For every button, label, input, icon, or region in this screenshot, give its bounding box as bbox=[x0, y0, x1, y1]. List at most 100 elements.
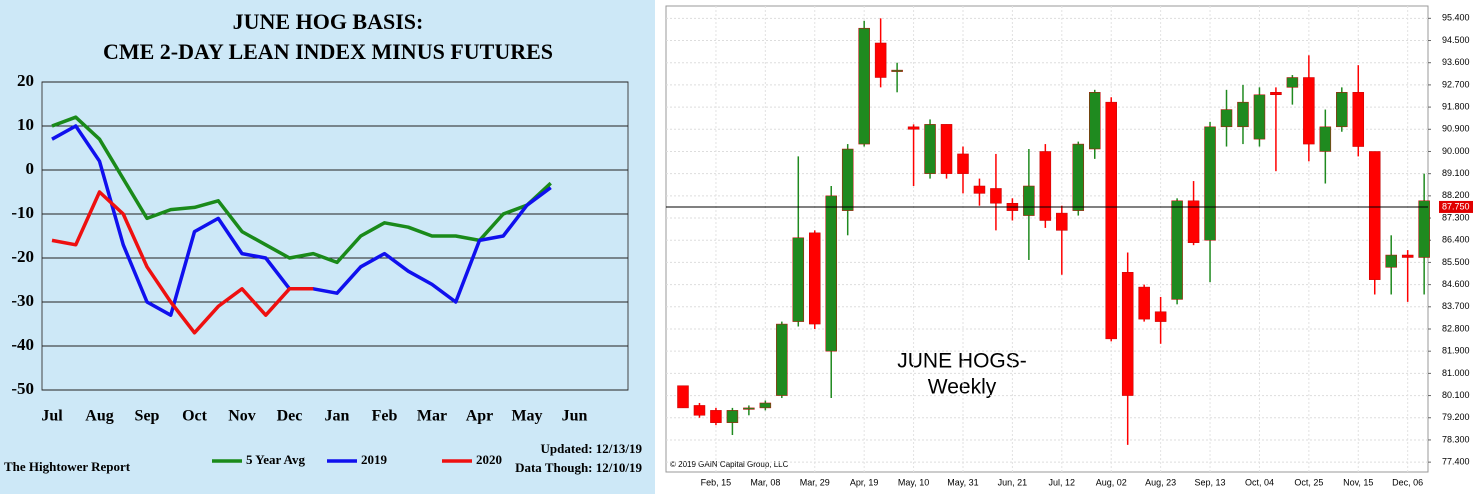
y-tick-label: 90.900 bbox=[1442, 124, 1470, 134]
x-tick-label: Mar, 08 bbox=[750, 477, 780, 487]
candle-body bbox=[743, 407, 755, 410]
candle-body bbox=[693, 405, 706, 416]
candle-body bbox=[1187, 200, 1200, 243]
candle-body bbox=[874, 42, 887, 78]
candle-body bbox=[792, 237, 805, 322]
updated: Updated: 12/13/19 bbox=[541, 441, 643, 456]
y-tick-label: 87.300 bbox=[1442, 212, 1470, 222]
series-line bbox=[51, 115, 552, 265]
y-tick-label: 79.200 bbox=[1442, 412, 1470, 422]
y-tick-label: -20 bbox=[11, 247, 34, 266]
candle-body bbox=[841, 148, 854, 211]
x-tick-label: Apr bbox=[466, 408, 494, 425]
y-tick-label: 94.500 bbox=[1442, 35, 1470, 45]
candle-body bbox=[1072, 143, 1085, 211]
candle-body bbox=[1401, 254, 1414, 258]
candle-body bbox=[1253, 94, 1266, 140]
y-tick-label: 77.400 bbox=[1442, 457, 1470, 467]
candle-body bbox=[1204, 126, 1216, 241]
y-tick-label: -30 bbox=[11, 291, 34, 310]
candle-body bbox=[1237, 101, 1249, 128]
candle-body bbox=[1023, 185, 1035, 216]
candle-body bbox=[907, 126, 920, 130]
candle-body bbox=[1039, 151, 1052, 221]
y-tick-label: 81.900 bbox=[1442, 346, 1470, 356]
x-tick-label: Dec bbox=[277, 408, 303, 425]
y-tick-label: 81.000 bbox=[1442, 368, 1470, 378]
y-tick-label: 93.600 bbox=[1442, 57, 1470, 67]
y-tick-label: 84.600 bbox=[1442, 279, 1470, 289]
legend-label: 5 Year Avg bbox=[246, 452, 305, 467]
y-tick-label: 86.400 bbox=[1442, 235, 1470, 245]
x-tick-label: Jun bbox=[562, 408, 588, 425]
x-tick-label: May bbox=[511, 408, 542, 425]
x-tick-label: Oct, 04 bbox=[1245, 477, 1274, 487]
x-tick-label: Feb, 15 bbox=[701, 477, 732, 487]
last-price-label: 87.750 bbox=[1442, 201, 1470, 211]
y-tick-label: 78.300 bbox=[1442, 434, 1470, 444]
x-tick-label: Oct bbox=[182, 408, 208, 425]
x-tick-label: Nov bbox=[228, 408, 256, 425]
annotation: Weekly bbox=[928, 376, 997, 399]
candle-body bbox=[776, 323, 788, 396]
y-tick-label: 85.500 bbox=[1442, 257, 1470, 267]
y-tick-label: 82.800 bbox=[1442, 323, 1470, 333]
data-through: Data Though: 12/10/19 bbox=[515, 460, 642, 475]
candle-body bbox=[1270, 92, 1282, 96]
x-tick-label: Sep, 13 bbox=[1195, 477, 1226, 487]
chart-title: JUNE HOG BASIS: bbox=[233, 9, 424, 34]
annotation: JUNE HOGS- bbox=[897, 350, 1027, 373]
copyright: © 2019 GAIN Capital Group, LLC bbox=[670, 460, 789, 469]
y-tick-label: -40 bbox=[11, 335, 34, 354]
legend-label: 2019 bbox=[361, 452, 388, 467]
candle-body bbox=[1352, 92, 1365, 147]
candle-body bbox=[1121, 272, 1134, 396]
candle-body bbox=[973, 185, 986, 194]
candle-body bbox=[1105, 101, 1117, 340]
candle-body bbox=[858, 27, 870, 145]
candle-body bbox=[1303, 77, 1315, 145]
candle-body bbox=[677, 385, 689, 409]
x-tick-label: Oct, 25 bbox=[1294, 477, 1323, 487]
x-tick-label: Sep bbox=[135, 408, 160, 425]
candle-body bbox=[957, 153, 969, 174]
y-tick-label: 80.100 bbox=[1442, 390, 1470, 400]
candle-body bbox=[891, 69, 903, 72]
x-tick-label: May, 10 bbox=[898, 477, 929, 487]
candle-body bbox=[1220, 109, 1233, 128]
candle-body bbox=[1089, 92, 1101, 150]
x-tick-label: Jul, 12 bbox=[1049, 477, 1076, 487]
x-tick-label: Mar, 29 bbox=[800, 477, 830, 487]
legend-label: 2020 bbox=[476, 452, 502, 467]
x-tick-label: Dec, 06 bbox=[1392, 477, 1423, 487]
source: The Hightower Report bbox=[4, 459, 131, 474]
candle-body bbox=[759, 402, 772, 409]
y-tick-label: 90.000 bbox=[1442, 146, 1470, 156]
candle-body bbox=[1418, 200, 1430, 258]
x-tick-label: Jun, 21 bbox=[998, 477, 1028, 487]
last-price-box bbox=[1439, 200, 1473, 213]
candle-body bbox=[1154, 311, 1167, 322]
candle-body bbox=[940, 124, 953, 174]
x-tick-label: Feb bbox=[372, 408, 398, 425]
plot-area bbox=[41, 81, 629, 391]
x-tick-label: Jan bbox=[325, 408, 350, 425]
candle-body bbox=[710, 410, 722, 423]
x-tick-label: Aug, 02 bbox=[1096, 477, 1127, 487]
y-tick-label: 92.700 bbox=[1442, 79, 1470, 89]
y-tick-label: 91.800 bbox=[1442, 101, 1470, 111]
candle-body bbox=[1171, 200, 1183, 300]
candle-body bbox=[1385, 254, 1397, 268]
y-tick-label: -50 bbox=[11, 379, 34, 398]
candle-body bbox=[990, 188, 1002, 204]
candle-body bbox=[1368, 151, 1381, 280]
candle-body bbox=[1336, 92, 1348, 128]
x-tick-label: Aug, 23 bbox=[1145, 477, 1176, 487]
y-tick-label: 88.200 bbox=[1442, 190, 1470, 200]
candle-body bbox=[1138, 286, 1150, 320]
candle-body bbox=[1056, 212, 1068, 231]
candle-body bbox=[825, 195, 837, 352]
x-tick-label: Apr, 19 bbox=[850, 477, 879, 487]
